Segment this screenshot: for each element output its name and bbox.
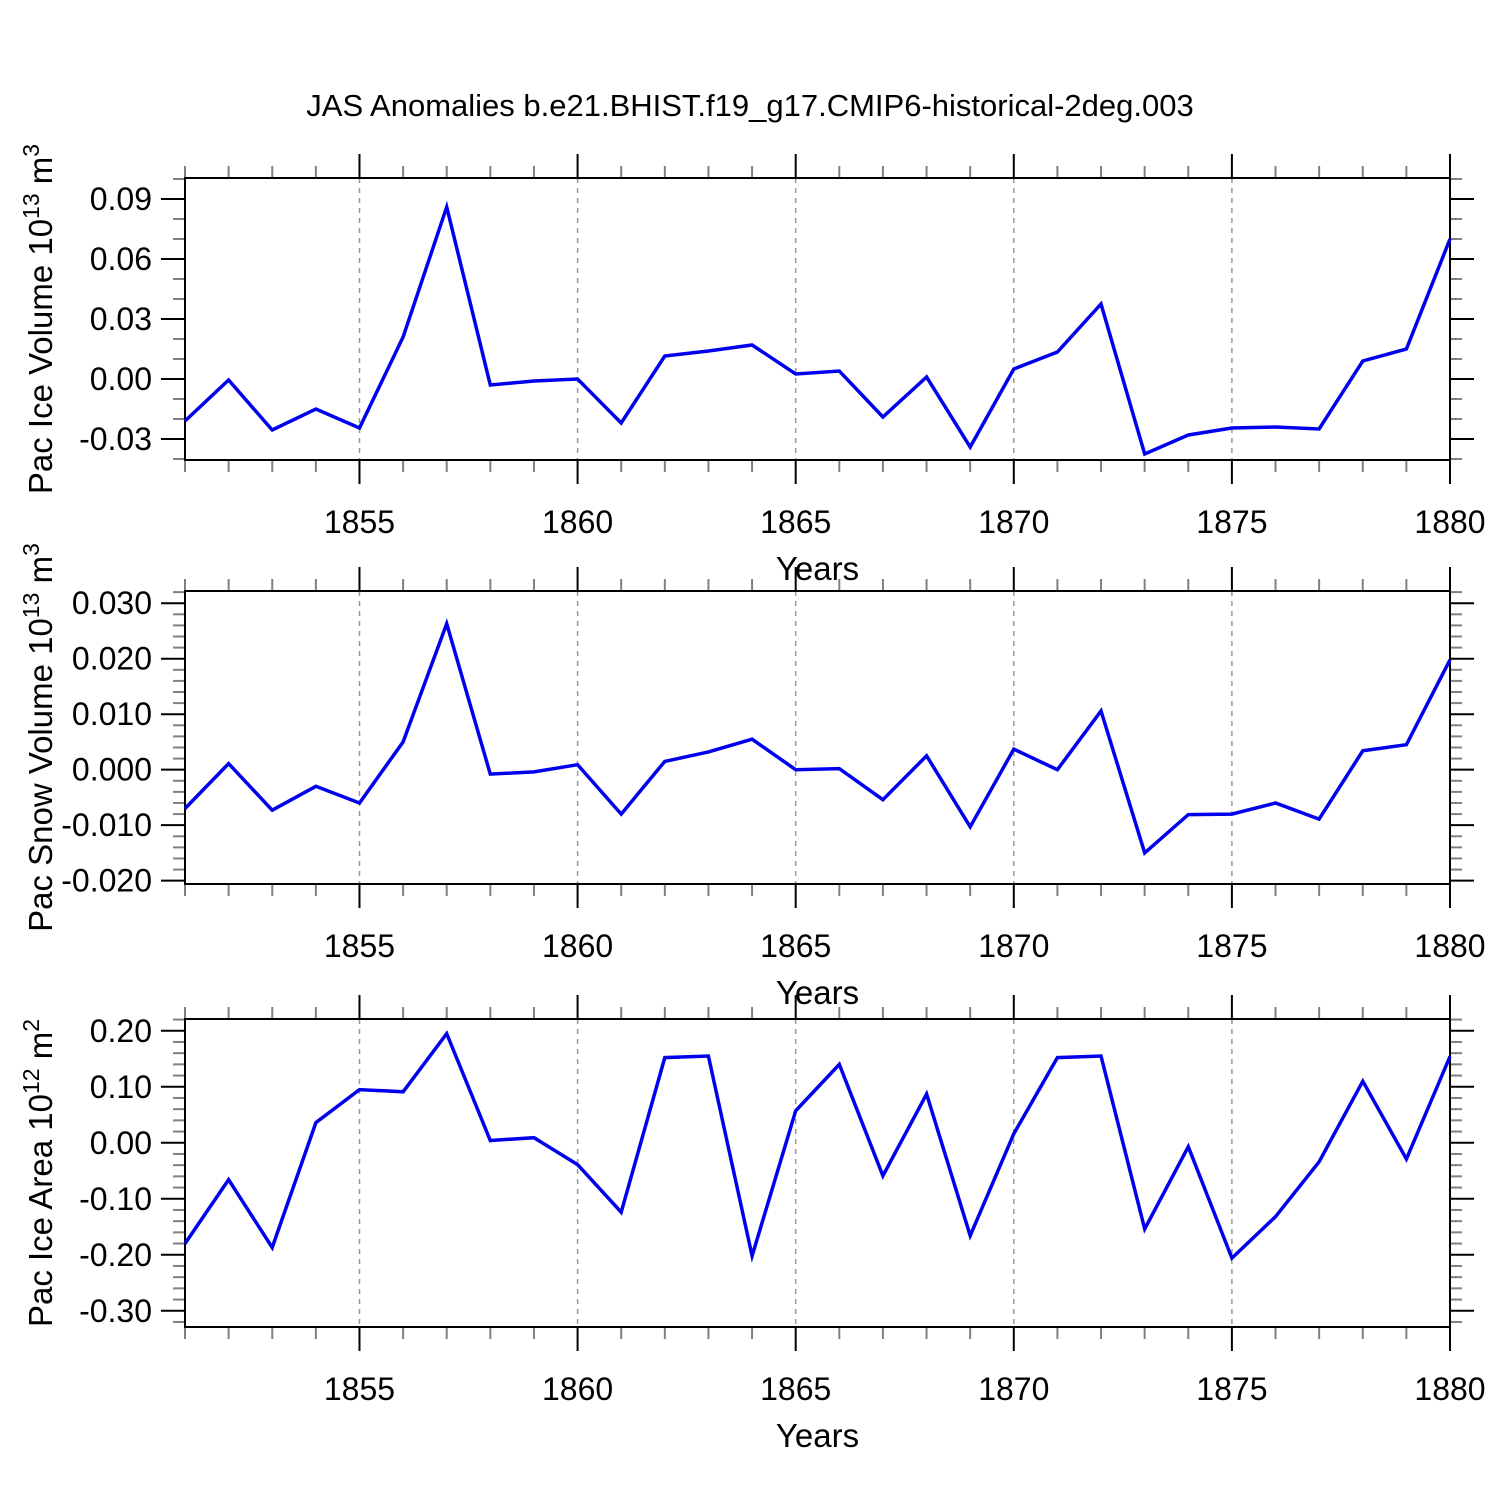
series-line-pac-ice-area [183,1030,1452,1263]
panel-pac-ice-area: 1855 1860 1865 1870 1875 1880 0.20 0.10 0.00 -0.1… [18,995,1486,1454]
chart-title: JAS Anomalies b.e21.BHIST.f19_g17.CMIP6-… [306,88,1194,123]
y-axis-label: Pac Snow Volume 1013​ m3​ [18,543,59,932]
y-tick-label: 0.00 [90,361,152,397]
y-tick-label: -0.03 [79,421,152,457]
y-tick-label: 0.010 [72,696,152,732]
y-tick-label: 0.09 [90,181,152,217]
x-tick-label: 1875 [1196,504,1267,540]
x-tick-label: 1860 [542,504,613,540]
x-tick-label: 1880 [1414,928,1485,964]
y-tick-label: -0.20 [79,1237,152,1273]
x-tick-label: 1860 [542,1371,613,1407]
y-tick-label: 0.030 [72,585,152,621]
plot-frame [184,590,1451,885]
x-tick-label: 1855 [324,1371,395,1407]
y-tick-label: -0.010 [61,807,152,843]
y-tick-label: 0.20 [90,1013,152,1049]
y-tick-label: 0.000 [72,752,152,788]
panel-pac-snow-volume: 1855 1860 1865 1870 1875 1880 0.030 0.020 0.010 0… [18,543,1486,1011]
y-tick-label: -0.30 [79,1293,152,1329]
x-tick-label: 1870 [978,504,1049,540]
panel-pac-ice-volume: 1855 1860 1865 1870 1875 1880 0.09 0.06 0.03 0.00… [18,144,1486,587]
x-axis-label: Years [776,1417,859,1454]
y-axis-label: Pac Ice Volume 1013​ m3​ [18,144,59,494]
x-axis-label: Years [776,974,859,1011]
x-tick-label: 1865 [760,1371,831,1407]
x-tick-label: 1875 [1196,1371,1267,1407]
x-tick-label: 1865 [760,928,831,964]
x-tick-label: 1870 [978,928,1049,964]
series-line-pac-snow-volume [183,618,1452,856]
x-tick-label: 1880 [1414,504,1485,540]
series-line-pac-ice-volume [183,200,1452,457]
x-axis-label: Years [776,550,859,587]
y-tick-label: 0.020 [72,641,152,677]
plot-frame [184,177,1451,461]
x-tick-label: 1855 [324,504,395,540]
x-tick-label: 1865 [760,504,831,540]
y-tick-label: 0.00 [90,1125,152,1161]
x-tick-label: 1860 [542,928,613,964]
y-tick-label: 0.03 [90,301,152,337]
x-tick-label: 1880 [1414,1371,1485,1407]
x-tick-label: 1870 [978,1371,1049,1407]
x-tick-label: 1855 [324,928,395,964]
y-axis-label: Pac Ice Area 1012​ m2​ [18,1019,59,1327]
y-tick-label: 0.06 [90,241,152,277]
x-tick-label: 1875 [1196,928,1267,964]
y-tick-label: -0.10 [79,1181,152,1217]
y-tick-label: -0.020 [61,863,152,899]
plot-frame [184,1018,1451,1328]
y-tick-label: 0.10 [90,1069,152,1105]
